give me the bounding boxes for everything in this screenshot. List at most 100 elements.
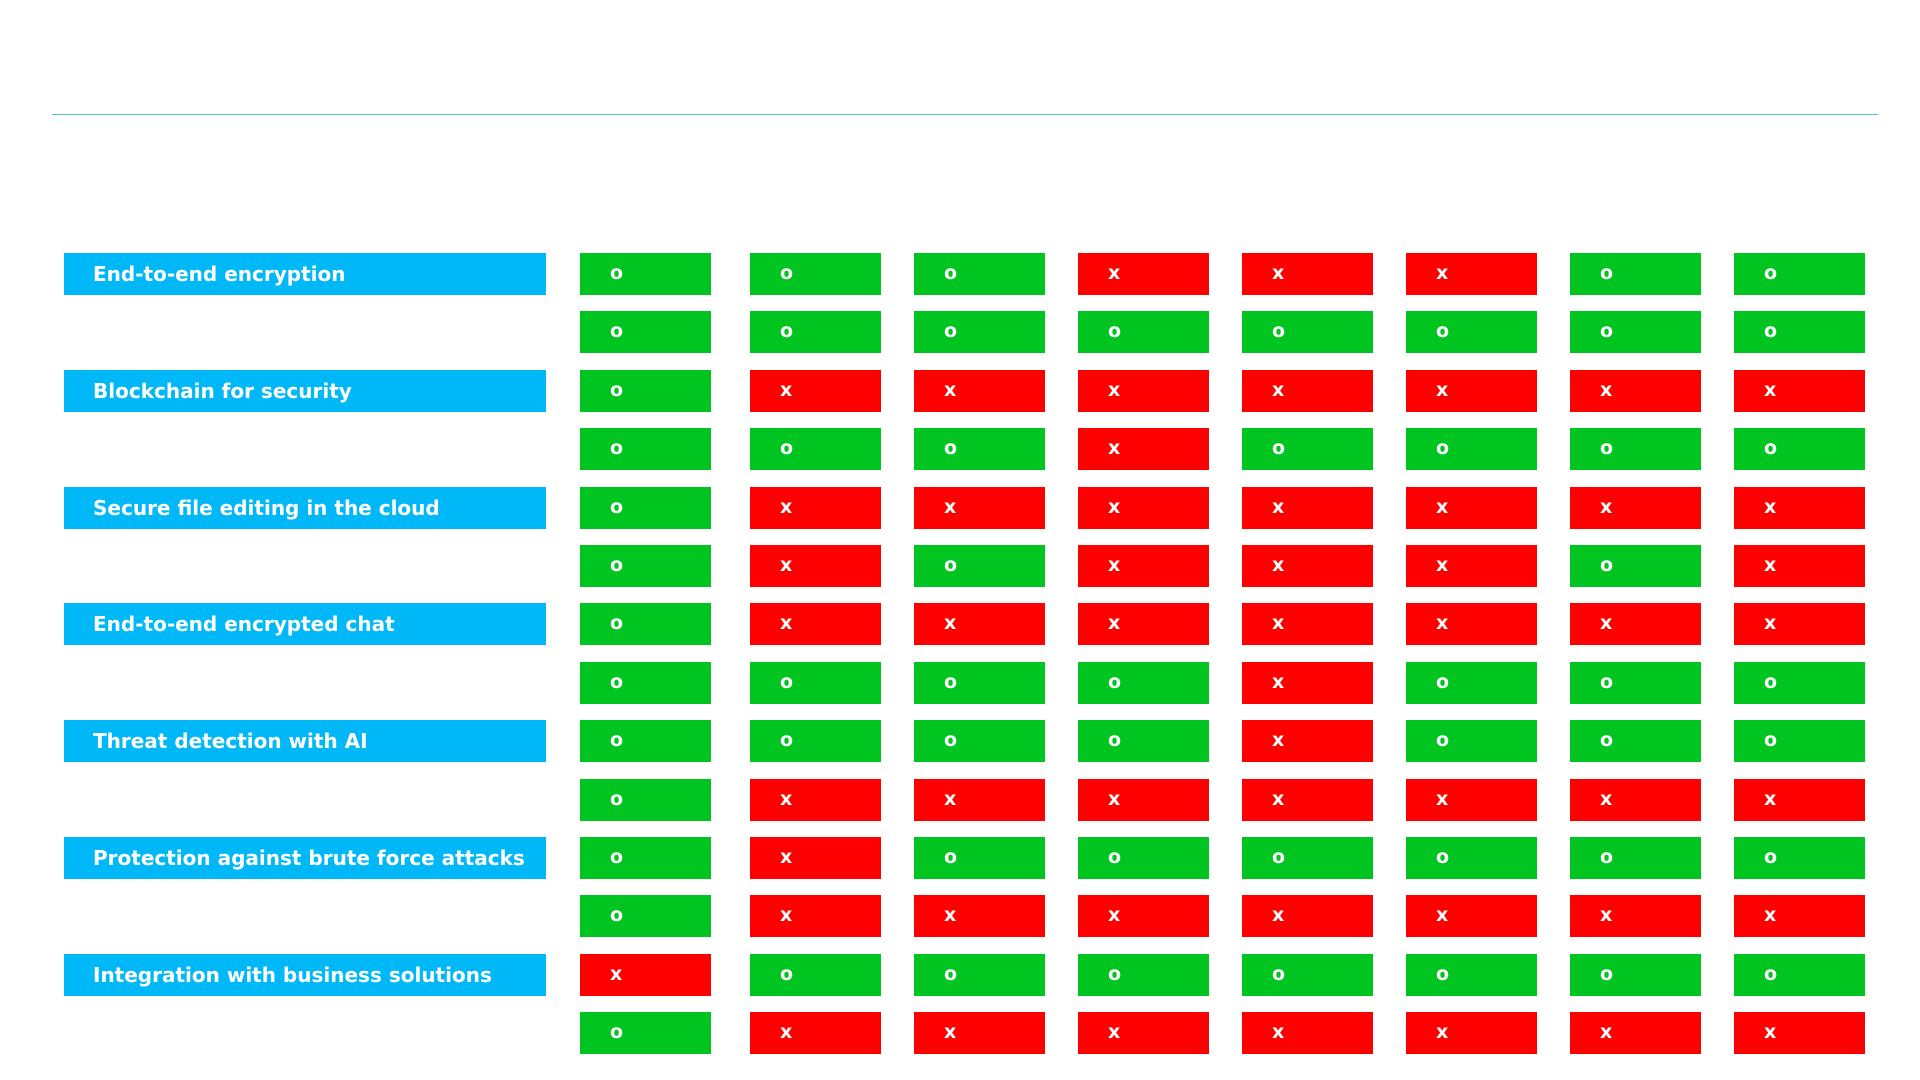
- check-mark: o: [1436, 846, 1450, 868]
- cross-mark: x: [1272, 612, 1285, 634]
- check-mark: o: [1764, 320, 1778, 342]
- check-mark: o: [1436, 963, 1450, 985]
- status-cell-yes: o: [750, 428, 881, 470]
- cross-mark: x: [1272, 496, 1285, 518]
- status-cell-yes: o: [1734, 954, 1865, 996]
- cross-mark: x: [1436, 788, 1449, 810]
- status-cell-no: x: [1570, 487, 1701, 529]
- status-cell-yes: o: [580, 545, 711, 587]
- status-cell-yes: o: [580, 837, 711, 879]
- check-mark: o: [610, 1021, 624, 1043]
- check-mark: o: [1272, 963, 1286, 985]
- status-cell-yes: o: [1242, 954, 1373, 996]
- check-mark: o: [1600, 963, 1614, 985]
- status-cell-no: x: [1406, 253, 1537, 295]
- status-cell-no: x: [1078, 428, 1209, 470]
- cross-mark: x: [1436, 496, 1449, 518]
- check-mark: o: [610, 496, 624, 518]
- check-mark: o: [610, 320, 624, 342]
- status-cell-yes: o: [1570, 662, 1701, 704]
- feature-label: Threat detection with AI: [64, 720, 546, 762]
- check-mark: o: [1436, 729, 1450, 751]
- status-cell-no: x: [1078, 603, 1209, 645]
- cross-mark: x: [1108, 496, 1121, 518]
- status-cell-no: x: [750, 545, 881, 587]
- status-cell-yes: o: [1078, 311, 1209, 353]
- check-mark: o: [780, 963, 794, 985]
- feature-label: End-to-end encrypted chat: [64, 603, 546, 645]
- cross-mark: x: [1272, 379, 1285, 401]
- cross-mark: x: [1108, 612, 1121, 634]
- check-mark: o: [1108, 729, 1122, 751]
- status-cell-no: x: [914, 603, 1045, 645]
- check-mark: o: [610, 671, 624, 693]
- status-cell-no: x: [1242, 603, 1373, 645]
- status-cell-no: x: [914, 779, 1045, 821]
- cross-mark: x: [1272, 788, 1285, 810]
- check-mark: o: [1436, 320, 1450, 342]
- status-cell-no: x: [1734, 370, 1865, 412]
- cross-mark: x: [1600, 1021, 1613, 1043]
- check-mark: o: [780, 671, 794, 693]
- status-cell-yes: o: [1078, 954, 1209, 996]
- cross-mark: x: [1436, 554, 1449, 576]
- cross-mark: x: [1108, 437, 1121, 459]
- status-cell-yes: o: [1570, 545, 1701, 587]
- status-cell-yes: o: [580, 370, 711, 412]
- check-mark: o: [610, 788, 624, 810]
- status-cell-yes: o: [580, 720, 711, 762]
- check-mark: o: [1764, 437, 1778, 459]
- status-cell-no: x: [1406, 603, 1537, 645]
- status-cell-yes: o: [1570, 253, 1701, 295]
- cross-mark: x: [1272, 671, 1285, 693]
- cross-mark: x: [1600, 788, 1613, 810]
- status-cell-yes: o: [1242, 428, 1373, 470]
- status-cell-no: x: [1734, 603, 1865, 645]
- status-cell-yes: o: [750, 253, 881, 295]
- check-mark: o: [1272, 320, 1286, 342]
- status-cell-no: x: [750, 895, 881, 937]
- cross-mark: x: [1600, 612, 1613, 634]
- cross-mark: x: [1600, 904, 1613, 926]
- cross-mark: x: [780, 554, 793, 576]
- status-cell-no: x: [1242, 253, 1373, 295]
- status-cell-no: x: [1570, 779, 1701, 821]
- cross-mark: x: [944, 788, 957, 810]
- status-cell-no: x: [1242, 662, 1373, 704]
- status-cell-no: x: [1734, 779, 1865, 821]
- status-cell-yes: o: [580, 253, 711, 295]
- header-divider: [52, 114, 1878, 115]
- check-mark: o: [1108, 320, 1122, 342]
- feature-label: Protection against brute force attacks: [64, 837, 546, 879]
- status-cell-no: x: [1406, 895, 1537, 937]
- status-cell-yes: o: [1406, 954, 1537, 996]
- check-mark: o: [1764, 262, 1778, 284]
- status-cell-yes: o: [750, 954, 881, 996]
- status-cell-yes: o: [580, 311, 711, 353]
- cross-mark: x: [1108, 788, 1121, 810]
- check-mark: o: [1436, 437, 1450, 459]
- check-mark: o: [1600, 729, 1614, 751]
- check-mark: o: [610, 904, 624, 926]
- status-cell-yes: o: [1570, 954, 1701, 996]
- status-cell-no: x: [1242, 545, 1373, 587]
- status-cell-yes: o: [1734, 311, 1865, 353]
- check-mark: o: [780, 729, 794, 751]
- status-cell-yes: o: [914, 545, 1045, 587]
- check-mark: o: [1272, 846, 1286, 868]
- status-cell-yes: o: [750, 311, 881, 353]
- cross-mark: x: [944, 379, 957, 401]
- status-cell-yes: o: [914, 954, 1045, 996]
- check-mark: o: [1436, 671, 1450, 693]
- check-mark: o: [1600, 262, 1614, 284]
- status-cell-no: x: [1078, 779, 1209, 821]
- status-cell-yes: o: [1570, 837, 1701, 879]
- check-mark: o: [1600, 320, 1614, 342]
- status-cell-no: x: [1242, 1012, 1373, 1054]
- cross-mark: x: [780, 379, 793, 401]
- status-cell-yes: o: [914, 837, 1045, 879]
- status-cell-yes: o: [1734, 720, 1865, 762]
- status-cell-yes: o: [1570, 428, 1701, 470]
- check-mark: o: [610, 554, 624, 576]
- status-cell-no: x: [1242, 487, 1373, 529]
